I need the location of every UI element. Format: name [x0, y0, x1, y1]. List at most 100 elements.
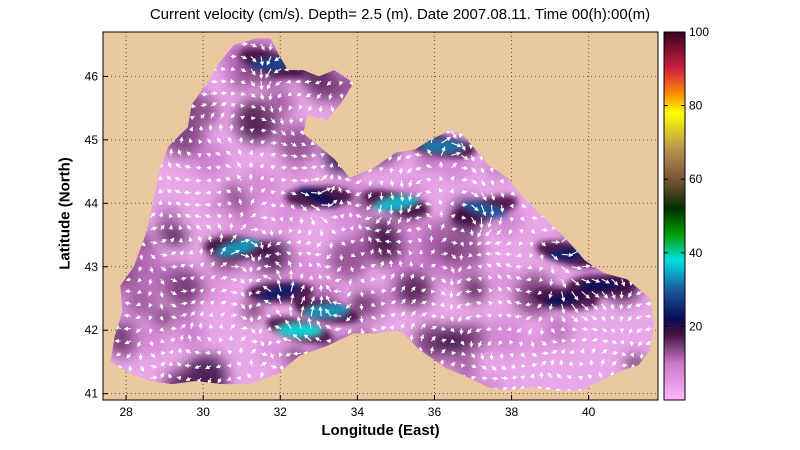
velocity-arrow: [195, 224, 202, 231]
sea-patch: [486, 265, 517, 295]
velocity-arrow: [601, 315, 606, 321]
velocity-arrow: [260, 201, 268, 206]
velocity-arrow: [497, 274, 502, 280]
velocity-arrow: [477, 277, 483, 282]
velocity-arrow: [566, 375, 572, 380]
velocity-arrow: [571, 326, 578, 332]
velocity-arrow: [476, 252, 482, 257]
velocity-arrow: [635, 302, 643, 307]
velocity-arrow: [148, 291, 153, 297]
velocity-arrow: [591, 347, 596, 354]
velocity-arrow: [170, 303, 177, 308]
velocity-arrow: [194, 350, 202, 355]
velocity-arrow: [415, 192, 422, 198]
velocity-arrow: [287, 91, 293, 97]
velocity-arrow: [370, 315, 377, 320]
sea-patch: [367, 228, 405, 266]
velocity-arrow: [239, 211, 244, 218]
velocity-arrow: [591, 303, 599, 311]
velocity-arrow: [380, 275, 386, 280]
velocity-arrow: [450, 175, 455, 181]
velocity-arrow: [531, 215, 538, 220]
velocity-arrow: [270, 129, 278, 134]
velocity-arrow: [476, 288, 482, 293]
velocity-arrow: [268, 43, 273, 51]
velocity-arrow: [292, 333, 302, 342]
velocity-arrow: [220, 300, 227, 305]
velocity-arrow: [414, 215, 422, 220]
velocity-arrow: [176, 375, 182, 381]
velocity-arrow: [137, 277, 143, 283]
velocity-arrow: [240, 303, 246, 310]
velocity-arrow: [516, 252, 522, 257]
velocity-arrow: [168, 373, 173, 379]
velocity-arrow: [471, 192, 479, 197]
velocity-arrow: [539, 266, 544, 272]
velocity-arrow: [316, 320, 322, 329]
velocity-arrow: [138, 266, 143, 272]
velocity-arrow: [556, 373, 562, 379]
velocity-arrow: [194, 364, 202, 369]
velocity-arrow: [360, 278, 365, 284]
velocity-arrow: [230, 78, 235, 84]
colorbar-tick-label: 40: [689, 246, 703, 260]
velocity-arrow: [200, 91, 208, 97]
velocity-arrow: [440, 223, 445, 230]
velocity-arrow: [169, 349, 174, 355]
velocity-arrow: [260, 215, 269, 220]
velocity-arrow: [266, 56, 272, 66]
velocity-arrow: [475, 301, 482, 306]
velocity-arrow: [268, 340, 273, 346]
velocity-arrow: [290, 293, 295, 304]
velocity-arrow: [490, 192, 496, 201]
velocity-arrow: [398, 260, 403, 267]
velocity-arrow: [288, 260, 293, 267]
x-tick-label: 40: [582, 405, 596, 419]
velocity-arrow: [237, 161, 242, 169]
velocity-arrow: [525, 277, 532, 282]
velocity-arrow: [170, 277, 178, 283]
velocity-arrow: [128, 365, 133, 372]
velocity-arrow: [180, 301, 188, 306]
velocity-arrow: [175, 202, 182, 206]
velocity-arrow: [598, 371, 603, 379]
velocity-arrow: [168, 213, 174, 219]
sea-patch: [157, 206, 180, 229]
velocity-arrow: [465, 315, 472, 320]
velocity-arrow: [389, 325, 395, 330]
velocity-arrow: [524, 302, 532, 307]
velocity-arrow: [236, 361, 242, 367]
velocity-arrow: [183, 202, 191, 207]
velocity-arrow: [471, 167, 477, 173]
velocity-arrow: [269, 353, 274, 359]
velocity-arrow: [561, 266, 570, 274]
velocity-arrow: [397, 155, 402, 162]
velocity-arrow: [240, 336, 246, 342]
velocity-arrow: [344, 177, 352, 182]
velocity-arrow: [200, 103, 208, 108]
velocity-arrow: [188, 126, 193, 132]
velocity-arrow: [627, 303, 633, 310]
velocity-arrow: [332, 300, 342, 306]
x-tick-label: 30: [197, 405, 211, 419]
velocity-arrow: [410, 273, 415, 280]
velocity-arrow: [329, 105, 335, 113]
velocity-arrow: [178, 347, 183, 354]
velocity-arrow: [270, 364, 278, 369]
velocity-arrow: [470, 216, 477, 225]
velocity-arrow: [188, 263, 194, 269]
x-tick-label: 28: [119, 405, 133, 419]
velocity-arrow: [340, 241, 346, 246]
velocity-arrow: [310, 305, 315, 317]
velocity-arrow: [497, 300, 503, 305]
velocity-arrow: [464, 302, 472, 307]
velocity-arrow: [215, 152, 222, 157]
velocity-arrow: [505, 263, 512, 268]
velocity-arrow: [345, 315, 352, 322]
velocity-arrow: [198, 235, 203, 243]
velocity-arrow: [611, 291, 616, 300]
velocity-arrow: [329, 162, 334, 168]
velocity-arrow: [509, 352, 514, 358]
velocity-arrow: [386, 249, 392, 255]
velocity-arrow: [229, 123, 234, 131]
